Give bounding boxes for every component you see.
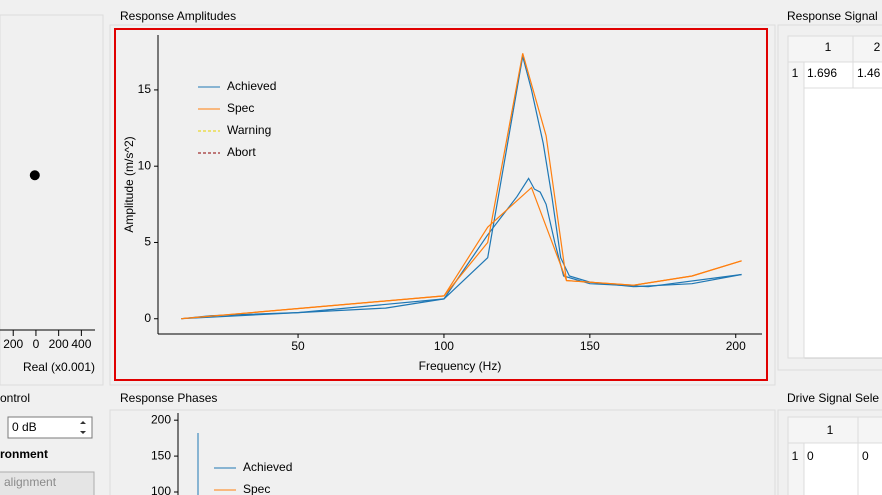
x-tick-label: 200: [3, 337, 23, 351]
y-tick-label: 15: [138, 82, 152, 96]
legend-label: Spec: [243, 482, 270, 495]
y-tick-label: 10: [138, 158, 152, 172]
column-header: 1: [827, 423, 834, 437]
legend-label: Spec: [227, 101, 254, 115]
row-header: [787, 442, 805, 495]
panel-title: Response Phases: [120, 391, 217, 405]
x-axis-label: Real (x0.001): [23, 360, 95, 374]
alignment-button[interactable]: [0, 471, 95, 495]
legend-label: Achieved: [227, 79, 276, 93]
y-tick-label: 5: [144, 235, 151, 249]
row-label: 1: [792, 66, 799, 80]
legend-label: Abort: [227, 145, 256, 159]
spin-box[interactable]: [7, 416, 93, 439]
y-tick-label: 0: [144, 311, 151, 325]
column-header: 1: [825, 40, 832, 54]
legend-label: Achieved: [243, 460, 292, 474]
x-axis-label: Frequency (Hz): [419, 359, 502, 373]
y-tick-label: 150: [151, 448, 171, 462]
y-axis-label: Amplitude (m/s^2): [122, 136, 136, 232]
x-tick-label: 50: [291, 339, 305, 353]
x-tick-label: 200: [726, 339, 746, 353]
point: [29, 170, 40, 181]
spin-arrows[interactable]: [80, 421, 86, 434]
y-tick-label: 100: [151, 484, 171, 495]
cell: 1.46: [857, 66, 881, 80]
row-label: 1: [792, 449, 799, 463]
panel-title: Response Signal: [787, 9, 878, 23]
phase-group: [109, 409, 776, 495]
table-header: [787, 416, 882, 444]
legend-label: Warning: [227, 123, 271, 137]
x-tick-label: 150: [580, 339, 600, 353]
panel-title: Response Amplitudes: [120, 9, 236, 23]
left-panel: [0, 14, 104, 386]
table-header: [787, 35, 882, 63]
x-tick-label: 0: [33, 337, 40, 351]
selection-frame: [114, 28, 768, 381]
spin-value: 0 dB: [12, 420, 37, 434]
button-label: alignment: [4, 475, 57, 489]
panel-title: ronment: [0, 447, 48, 461]
cell: 1.696: [807, 66, 837, 80]
panel-title: Drive Signal Sele: [787, 391, 879, 405]
x-tick-label: 400: [71, 337, 91, 351]
cell: 0: [807, 449, 814, 463]
series-line: [181, 186, 742, 320]
cell: 0: [862, 449, 869, 463]
panel-title: ontrol: [0, 391, 30, 405]
row-header: [787, 61, 805, 359]
column-header: 2: [874, 40, 881, 54]
y-tick-label: 200: [151, 412, 171, 426]
x-tick-label: 200: [49, 337, 69, 351]
x-tick-label: 100: [434, 339, 454, 353]
